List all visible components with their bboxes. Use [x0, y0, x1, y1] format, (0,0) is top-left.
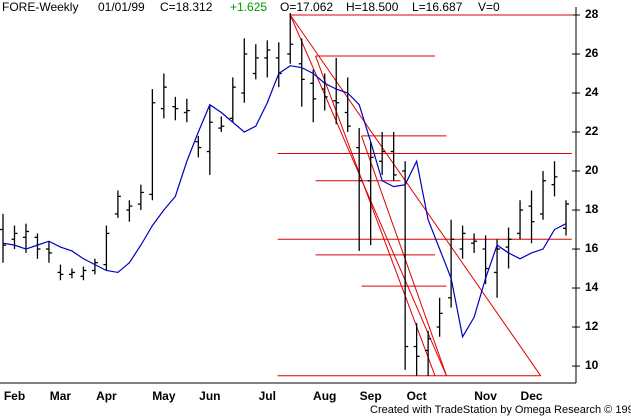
trendline [289, 14, 447, 376]
y-tick-label: 12 [585, 319, 599, 333]
close: C=18.312 [160, 0, 213, 14]
y-tick-label: 18 [585, 202, 599, 216]
date: 01/01/99 [98, 0, 145, 14]
y-tick-label: 20 [585, 163, 599, 177]
symbol: FORE-Weekly [2, 0, 78, 14]
y-tick-label: 14 [585, 280, 599, 294]
x-tick-label: Sep [360, 389, 382, 403]
y-tick-label: 24 [585, 85, 599, 99]
y-tick-label: 22 [585, 124, 599, 138]
x-tick-label: Feb [4, 389, 25, 403]
x-tick-label: May [152, 389, 176, 403]
trendline [315, 55, 436, 376]
y-tick-label: 26 [585, 46, 599, 60]
change: +1.625 [230, 0, 267, 14]
x-tick-label: Oct [407, 389, 427, 403]
footer: Created with TradeStation by Omega Resea… [370, 404, 631, 416]
x-tick-label: Aug [313, 389, 336, 403]
x-tick-label: Jul [259, 389, 276, 403]
trendline [361, 135, 447, 376]
y-tick-label: 28 [585, 7, 599, 21]
trendline [289, 14, 542, 377]
y-tick-label: 16 [585, 241, 599, 255]
x-tick-label: Mar [50, 389, 72, 403]
x-tick-label: Jun [199, 389, 220, 403]
x-tick-label: Apr [96, 389, 117, 403]
high: H=18.500 [346, 0, 399, 14]
moving-average-line [2, 65, 567, 339]
x-tick-label: Nov [474, 389, 497, 403]
volume: V=0 [478, 0, 500, 14]
open: O=17.062 [280, 0, 333, 14]
y-tick-label: 10 [585, 358, 599, 372]
x-tick-label: Dec [521, 389, 543, 403]
low: L=16.687 [412, 0, 463, 14]
